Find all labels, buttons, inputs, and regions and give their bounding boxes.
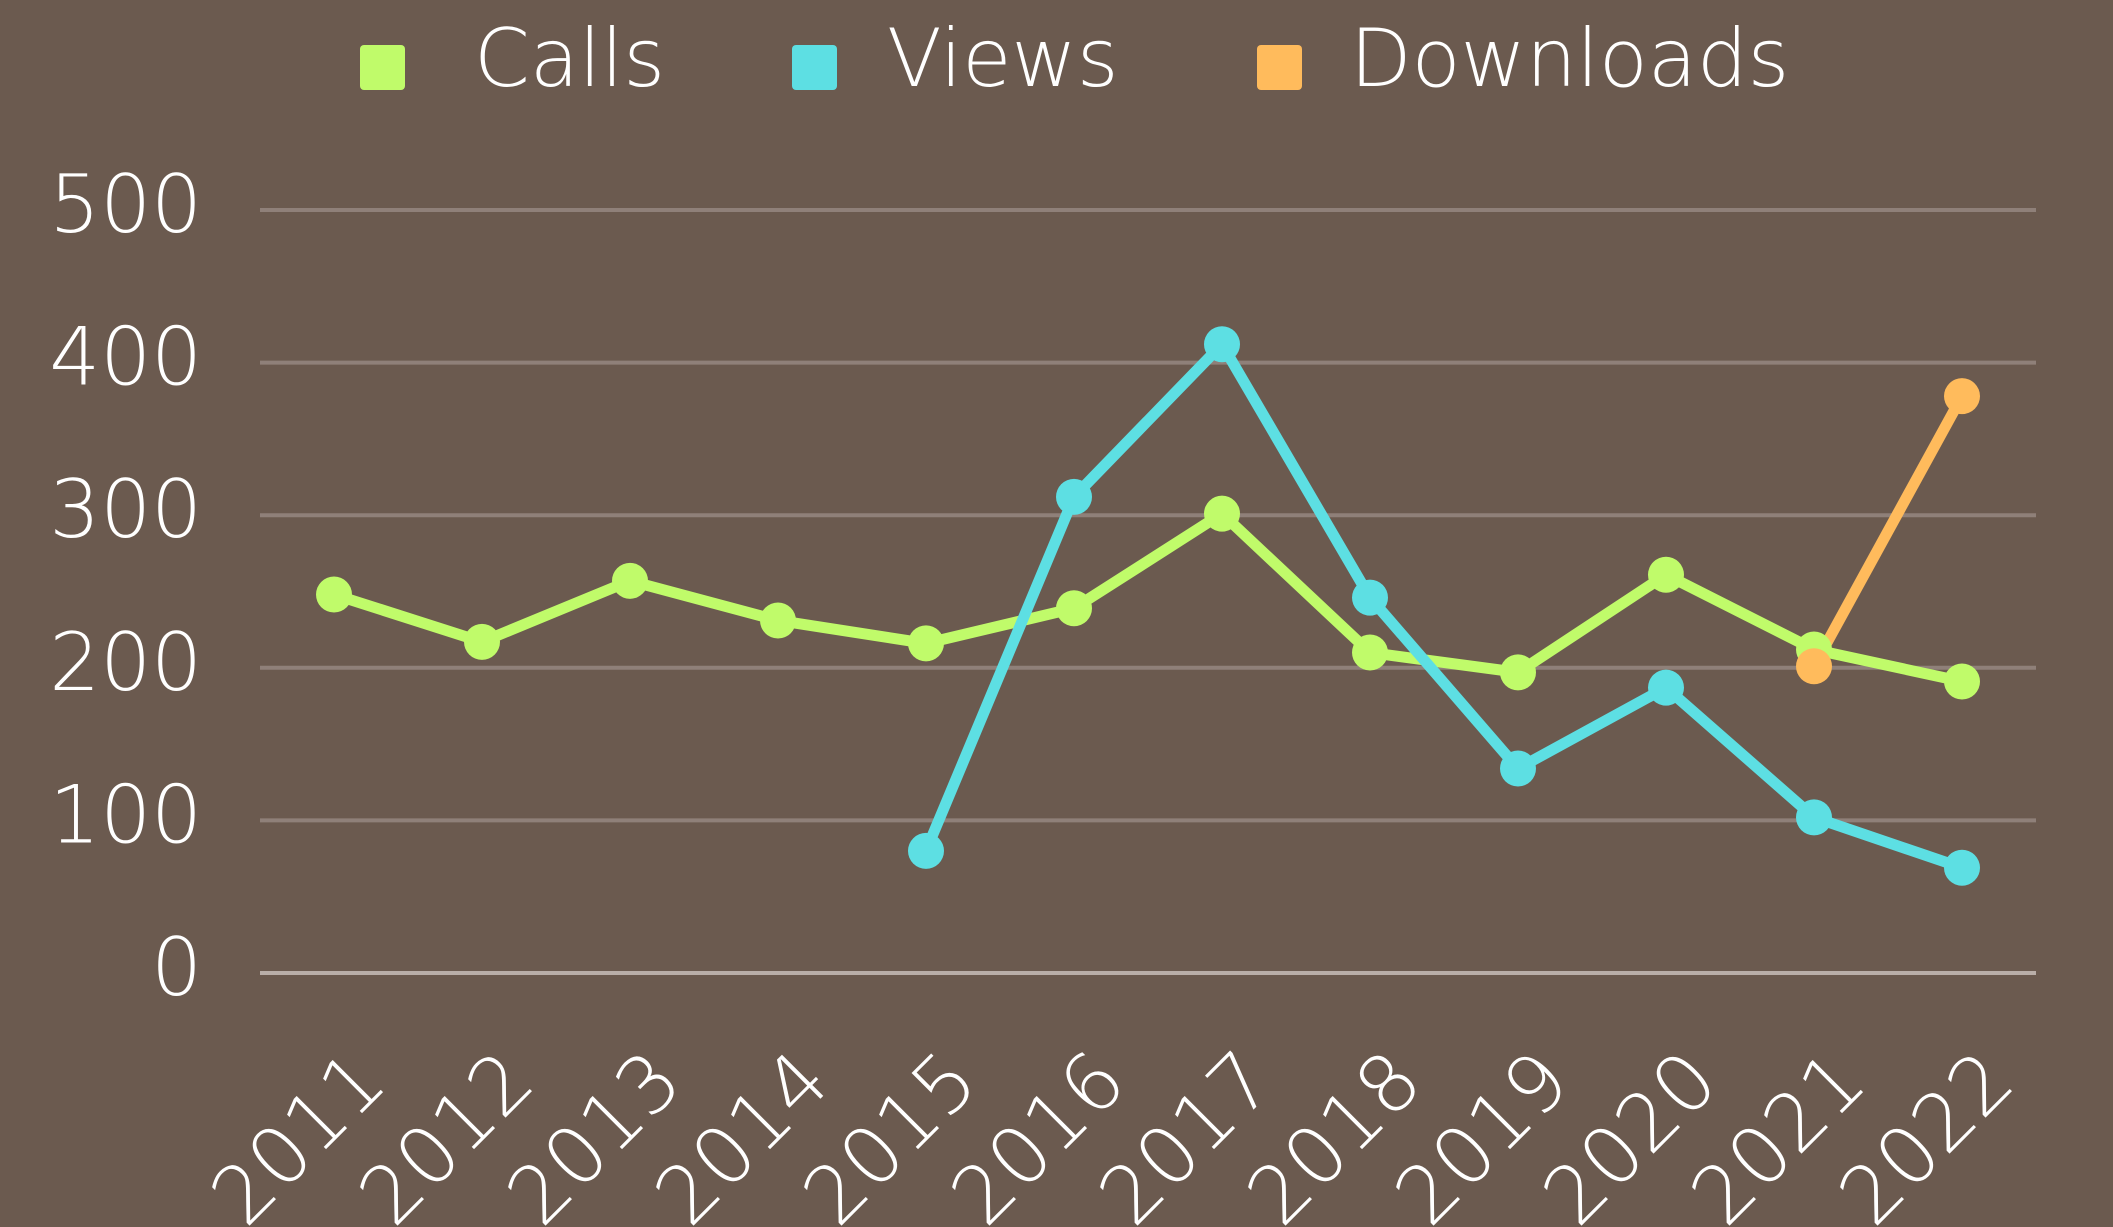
data-point xyxy=(1056,590,1092,627)
x-tick-label: 2022 xyxy=(1821,1033,2031,1227)
data-point xyxy=(612,562,648,599)
data-point xyxy=(1500,654,1536,691)
data-point xyxy=(1204,495,1240,532)
data-point xyxy=(464,623,500,660)
y-tick-label: 500 xyxy=(49,158,202,251)
y-tick-label: 100 xyxy=(49,768,202,861)
data-point xyxy=(1944,378,1980,415)
y-tick-label: 400 xyxy=(49,311,202,404)
data-point xyxy=(1796,648,1832,685)
data-point xyxy=(1944,849,1980,886)
series-line xyxy=(920,338,1964,873)
legend-label: Calls xyxy=(474,12,665,105)
data-point xyxy=(1648,669,1684,706)
legend-label: Views xyxy=(887,12,1119,105)
data-point xyxy=(1056,478,1092,515)
data-point xyxy=(1796,799,1832,836)
legend-swatch xyxy=(792,45,837,90)
data-point xyxy=(1944,663,1980,700)
series-line xyxy=(1809,393,1967,669)
y-tick-label: 300 xyxy=(49,463,202,556)
data-point xyxy=(908,625,944,662)
data-point xyxy=(316,576,352,613)
series-line xyxy=(332,508,1964,687)
y-tick-label: 200 xyxy=(49,616,202,709)
legend-swatch xyxy=(1257,45,1302,90)
data-point xyxy=(1500,750,1536,787)
legend-label: Downloads xyxy=(1350,12,1789,105)
data-point xyxy=(1352,634,1388,671)
data-point xyxy=(1204,326,1240,363)
data-point xyxy=(1352,579,1388,616)
data-point xyxy=(1648,556,1684,593)
data-point xyxy=(760,602,796,639)
legend-swatch xyxy=(360,45,405,90)
y-tick-label: 0 xyxy=(151,921,202,1014)
data-point xyxy=(908,832,944,869)
